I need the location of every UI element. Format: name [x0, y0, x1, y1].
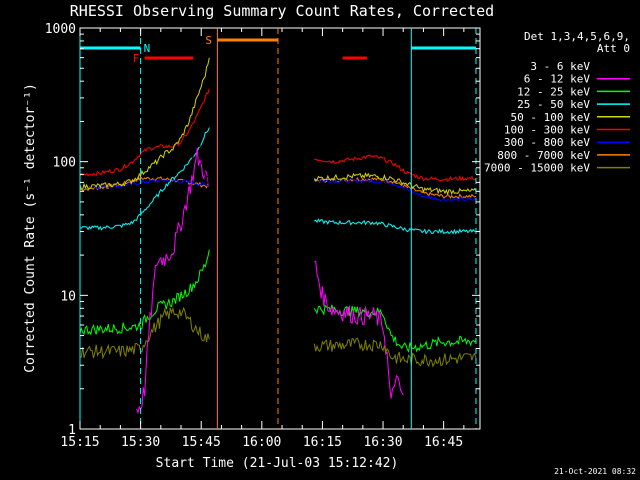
x-tick-label-6: 16:30: [363, 435, 402, 450]
legend-header-line1: Det 1,3,4,5,6,9,: [524, 30, 630, 43]
series-line-4-b: [314, 218, 477, 235]
x-axis: 15:15 15:30 15:45 16:00 16:15 16:30 16:45: [60, 28, 465, 450]
series-line-4: [79, 127, 210, 231]
legend-label-4: 25 - 50 keV: [517, 98, 590, 111]
series-line-5-b: [313, 172, 477, 196]
x-tick-label-4: 16:00: [242, 435, 281, 450]
annotation-label-5: S: [205, 34, 212, 47]
series-line-5: [79, 57, 210, 190]
series-line-2: [136, 148, 210, 415]
legend-label-1: 3 - 6 keV: [530, 60, 590, 73]
vline-layer: [79, 28, 477, 429]
y-tick-label-1: 1: [68, 423, 76, 438]
x-tick-label-5: 16:15: [303, 435, 342, 450]
timestamp: 21-Oct-2021 08:32: [554, 467, 636, 476]
series-line-7: [79, 178, 210, 190]
chart-title: RHESSI Observing Summary Count Rates, Co…: [70, 2, 494, 20]
series-line-1-b: [313, 227, 384, 304]
series-line-3-b: [313, 304, 477, 353]
series-line-2-b: [314, 260, 404, 399]
series-line-9-b: [313, 337, 477, 368]
annotation-label-1: F: [133, 52, 140, 65]
legend-label-8: 800 - 7000 keV: [497, 149, 590, 162]
series-line-6-b: [314, 154, 477, 182]
x-tick-label-2: 15:30: [121, 435, 160, 450]
legend-label-5: 50 - 100 keV: [511, 111, 591, 124]
x-tick-label-1: 15:15: [60, 435, 99, 450]
legend-label-9: 7000 - 15000 keV: [484, 162, 590, 175]
series-line-6: [79, 88, 210, 177]
series-layer: [79, 57, 477, 415]
series-line-7-b: [313, 178, 477, 203]
series-line-1: [180, 133, 210, 202]
annotation-layer: FN S: [80, 34, 476, 65]
y-tick-label-4: 1000: [45, 22, 76, 37]
series-line-3: [79, 249, 210, 336]
x-tick-label-7: 16:45: [424, 435, 463, 450]
legend-label-6: 100 - 300 keV: [504, 124, 590, 137]
x-axis-label: Start Time (21-Jul-03 15:12:42): [156, 456, 399, 471]
legend-label-7: 300 - 800 keV: [504, 136, 590, 149]
x-tick-label-3: 15:45: [182, 435, 221, 450]
legend-label-2: 6 - 12 keV: [524, 73, 591, 86]
legend-label-3: 12 - 25 keV: [517, 85, 590, 98]
series-line-9: [79, 306, 210, 360]
y-tick-label-2: 10: [60, 289, 76, 304]
plot-frame: [79, 27, 481, 430]
y-axis-label: Corrected Count Rate (s⁻¹ detector⁻¹): [23, 83, 38, 373]
y-tick-label-3: 100: [53, 156, 76, 171]
annotation-label-3: N: [144, 42, 151, 55]
y-axis: 1 10 100 1000: [45, 22, 480, 438]
legend-header-line2: Att 0: [597, 42, 630, 55]
